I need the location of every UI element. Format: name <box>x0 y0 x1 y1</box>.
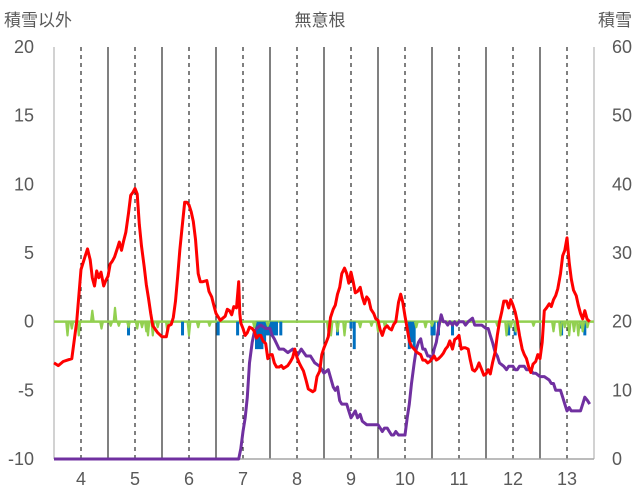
precipitation-spike <box>562 321 568 329</box>
precipitation-spike <box>65 321 70 337</box>
precipitation-spike <box>508 321 514 329</box>
snow-diff-bar <box>181 321 185 336</box>
right-tick-label: 40 <box>612 174 632 194</box>
right-tick-label: 0 <box>612 449 622 469</box>
precipitation-spike <box>207 321 212 327</box>
gridlines <box>53 47 595 459</box>
x-tick-label: 12 <box>503 469 523 489</box>
precipitation-spike <box>580 321 586 333</box>
left-tick-label: 10 <box>14 174 34 194</box>
right-tick-label: 50 <box>612 106 632 126</box>
precipitation-spike <box>134 321 140 330</box>
snow-diff-bar <box>579 321 582 329</box>
snow-diff-bar <box>274 321 278 336</box>
precipitation-spike <box>108 321 114 327</box>
temperature-line <box>53 187 591 394</box>
precipitation-spike <box>558 321 563 337</box>
precipitation-spike <box>413 321 419 329</box>
x-tick-label: 4 <box>76 469 86 489</box>
snow-diff-bar <box>279 321 283 336</box>
precipitation-spike <box>265 321 271 327</box>
right-tick-label: 60 <box>612 37 632 57</box>
precipitation-spike <box>89 309 95 322</box>
precipitation-spike <box>145 321 151 337</box>
left-tick-label: 20 <box>14 37 34 57</box>
precipitation-spike <box>195 321 201 329</box>
snow-diff-bar <box>507 321 511 336</box>
snow-diff-bar <box>216 321 220 336</box>
precipitation-spike <box>504 321 509 337</box>
left-tick-label: 0 <box>24 312 34 332</box>
x-tick-label: 8 <box>292 469 302 489</box>
snow-diff-bar <box>272 321 276 336</box>
snow-diff-bar <box>412 321 416 350</box>
right-axis-ticks: 60 50 40 30 20 10 0 <box>612 37 632 469</box>
x-tick-label: 11 <box>450 469 469 489</box>
left-tick-label: 5 <box>24 243 34 263</box>
snow-diff-bar <box>352 321 356 350</box>
snow-diff-bar <box>432 321 436 336</box>
precipitation-spike <box>357 321 363 329</box>
precipitation-spike <box>76 321 82 337</box>
precipitation-spike <box>139 321 145 329</box>
precipitation-spike <box>335 321 340 333</box>
precipitation-spike <box>186 321 192 337</box>
snow-diff-bar <box>349 321 353 329</box>
snow-depth-line <box>54 313 591 461</box>
left-axis-ticks: 20 15 10 5 0 -5 -10 <box>8 37 34 469</box>
chart-title: 無意根 <box>295 11 346 31</box>
snow-diff-bar <box>430 321 434 336</box>
precipitation-spike <box>116 321 122 327</box>
precipitation-spike <box>423 321 428 329</box>
right-tick-label: 30 <box>612 243 632 263</box>
precipitation-spike <box>369 321 374 327</box>
snow-diff-bar <box>263 321 267 343</box>
left-tick-label: -10 <box>8 449 34 469</box>
x-tick-label: 6 <box>184 469 194 489</box>
snow-diff-bar <box>236 321 240 336</box>
snow-diff-bar <box>409 321 413 343</box>
x-tick-label: 5 <box>130 469 140 489</box>
snow-diff-bar <box>583 321 587 336</box>
precipitation-spike <box>251 321 257 329</box>
precipitation-spike <box>531 321 536 327</box>
right-tick-label: 20 <box>612 312 632 332</box>
x-tick-label: 7 <box>238 469 248 489</box>
precipitation-spike <box>126 321 131 329</box>
right-tick-label: 10 <box>612 380 632 400</box>
x-axis-ticks: 4 5 6 7 8 9 10 11 12 13 <box>76 469 577 489</box>
right-axis-title: 積雪 <box>598 11 632 31</box>
snow-diff-bar <box>127 321 131 336</box>
precipitation-spike <box>155 321 161 329</box>
precipitation-spike <box>551 321 556 333</box>
precipitation-spike <box>112 306 118 322</box>
snow-diff-bar <box>451 321 455 336</box>
x-tick-label: 9 <box>346 469 356 489</box>
series-lines <box>53 187 591 461</box>
left-axis-title: 積雪以外 <box>4 11 72 31</box>
left-tick-label: 15 <box>14 106 34 126</box>
x-tick-label: 10 <box>395 469 415 489</box>
precipitation-spike <box>342 321 347 337</box>
precipitation-spike <box>69 321 75 330</box>
precipitation-spike <box>585 321 590 329</box>
left-tick-label: -5 <box>18 380 34 400</box>
precipitation-spike <box>566 321 572 337</box>
precipitation-spike <box>571 321 577 333</box>
precipitation-spike <box>429 321 435 327</box>
precipitation-spike <box>99 321 104 330</box>
precipitation-spike <box>575 321 581 337</box>
x-tick-label: 13 <box>557 469 577 489</box>
